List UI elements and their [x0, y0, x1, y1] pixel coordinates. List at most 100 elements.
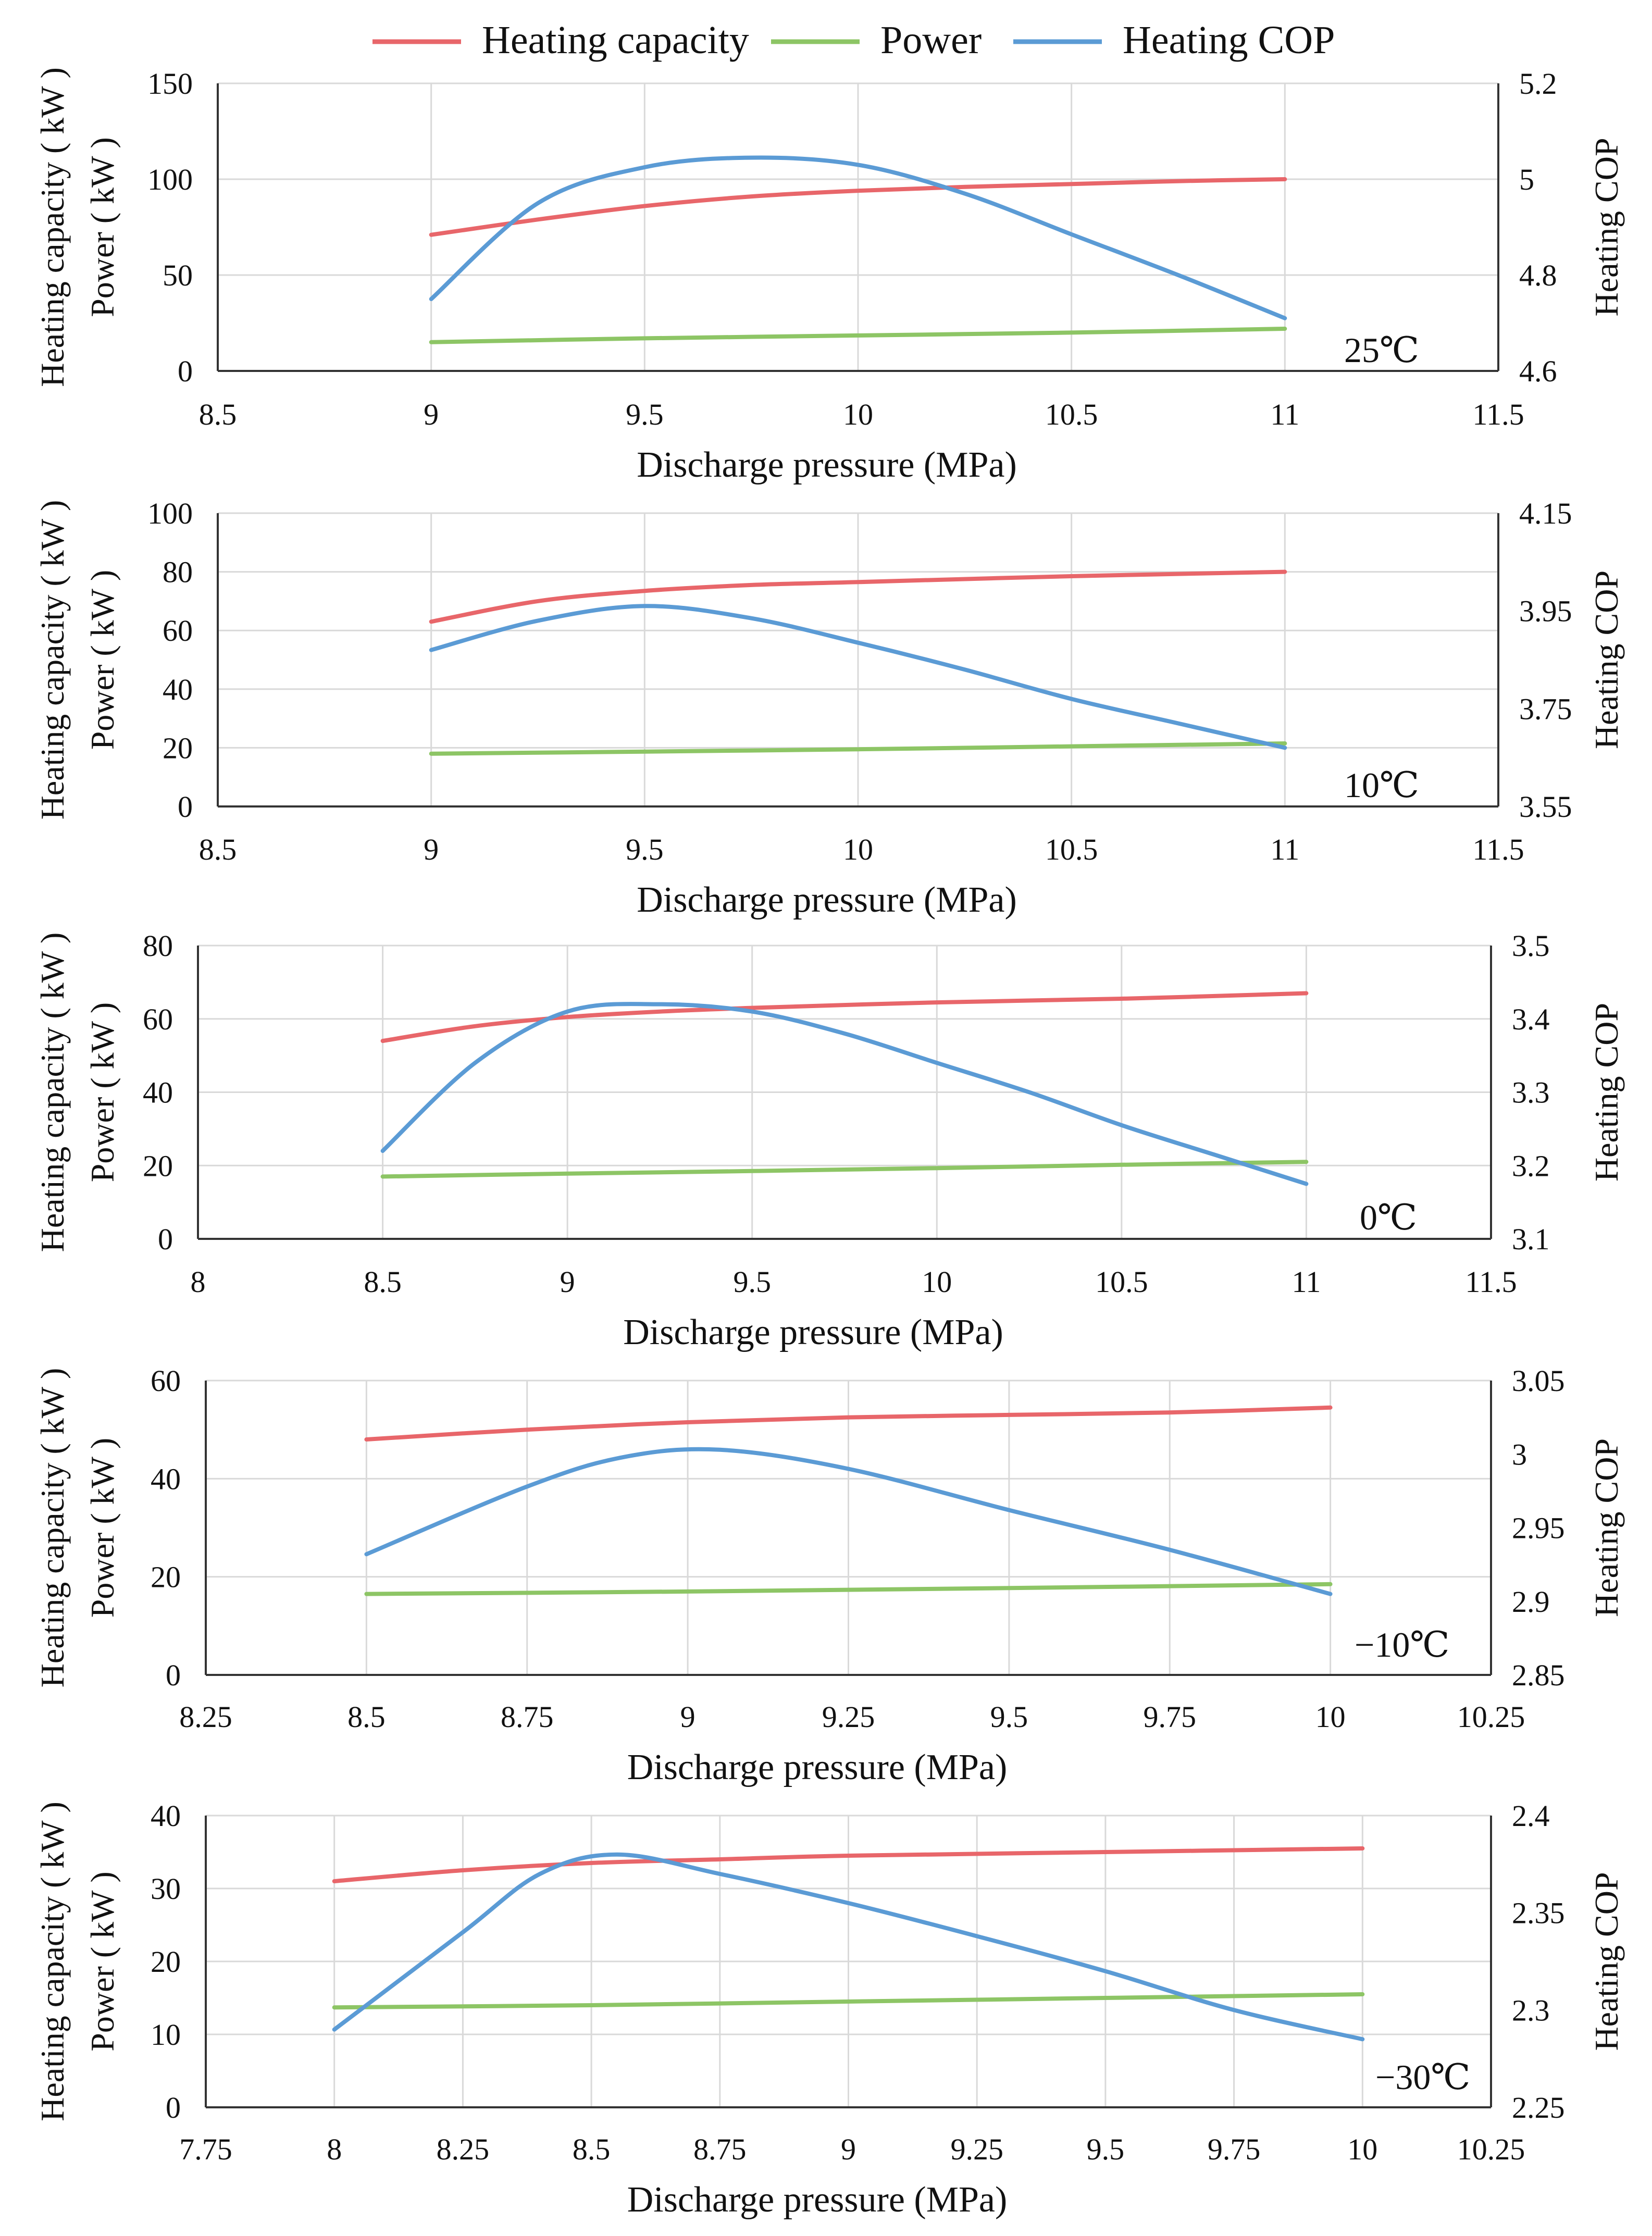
- series-line-power: [429, 741, 1287, 756]
- y-right-title-cop: Heating COP: [1588, 138, 1625, 316]
- x-tick-label: 10.5: [1095, 1265, 1148, 1299]
- legend-label-power: Power: [880, 18, 982, 62]
- y-right-tick-label: 2.25: [1512, 2091, 1565, 2125]
- x-tick-label: 11.5: [1472, 397, 1524, 431]
- x-tick-label: 8: [191, 1265, 206, 1299]
- y-left-title-power: Power ( kW ): [84, 1871, 121, 2051]
- y-left-title-power: Power ( kW ): [84, 1002, 121, 1182]
- series-line-power: [364, 1582, 1333, 1596]
- x-tick-label: 11: [1270, 397, 1299, 431]
- y-right-tick-label: 5.2: [1519, 67, 1557, 101]
- y-left-tick-label: 100: [147, 496, 193, 530]
- x-tick-label: 9.5: [626, 397, 664, 431]
- y-right-tick-label: 3.1: [1512, 1222, 1550, 1256]
- series-line-heating-capacity: [332, 1846, 1365, 1883]
- x-tick-label: 7.75: [179, 2132, 232, 2166]
- y-right-tick-label: 3.75: [1519, 692, 1572, 726]
- panel-temperature-label: 0℃: [1360, 1198, 1417, 1237]
- x-tick-label: 11: [1270, 833, 1299, 866]
- x-tick-label: 8.5: [364, 1265, 402, 1299]
- y-right-title-cop: Heating COP: [1588, 1872, 1625, 2051]
- panel-temperature-label: 25℃: [1344, 330, 1419, 370]
- y-left-title-capacity: Heating capacity ( kW ): [34, 933, 71, 1252]
- y-left-tick-label: 40: [143, 1076, 173, 1110]
- y-left-title-capacity: Heating capacity ( kW ): [34, 500, 71, 820]
- legend: Heating capacity Power Heating COP: [372, 18, 1335, 62]
- x-tick-label: 10: [843, 833, 873, 866]
- y-left-title-capacity: Heating capacity ( kW ): [34, 67, 71, 387]
- y-right-tick-label: 2.35: [1512, 1896, 1565, 1930]
- legend-item-power: Power: [771, 18, 982, 62]
- x-tick-label: 8.5: [199, 833, 237, 866]
- y-right-tick-label: 5: [1519, 163, 1534, 196]
- y-left-tick-label: 40: [151, 1462, 181, 1496]
- panel-temperature-label: −30℃: [1375, 2057, 1470, 2097]
- x-tick-label: 10.25: [1457, 2132, 1525, 2166]
- y-left-title-power: Power ( kW ): [84, 570, 121, 750]
- x-tick-label: 9: [841, 2132, 856, 2166]
- x-axis-title: Discharge pressure (MPa): [637, 880, 1017, 920]
- y-left-tick-label: 40: [163, 673, 193, 706]
- y-right-tick-label: 4.6: [1519, 354, 1557, 388]
- y-left-tick-label: 50: [163, 258, 193, 292]
- y-left-tick-label: 0: [158, 1222, 173, 1256]
- legend-item-heating-cop: Heating COP: [1013, 18, 1335, 62]
- y-left-tick-label: 60: [163, 614, 193, 648]
- panel-temperature-label: −10℃: [1355, 1625, 1449, 1664]
- x-tick-label: 10: [1315, 1700, 1346, 1734]
- panel-temperature-label: 10℃: [1344, 765, 1419, 805]
- x-tick-label: 9.25: [822, 1700, 875, 1734]
- y-right-title-cop: Heating COP: [1588, 570, 1625, 749]
- chart-panel-3: 8 8.5 9 9.5 10 10.5 11 11.5 0 20 40 60 80 3.1 3.2 3.3 3.…: [34, 929, 1625, 1352]
- series-line-heating-capacity: [429, 569, 1287, 624]
- x-tick-label: 11: [1291, 1265, 1321, 1299]
- series-line-heating-cop: [332, 1852, 1365, 2042]
- x-tick-label: 9: [560, 1265, 575, 1299]
- series-line-heating-cop: [364, 1447, 1333, 1596]
- y-left-tick-label: 150: [147, 67, 193, 101]
- y-right-tick-label: 2.85: [1512, 1658, 1565, 1692]
- legend-label-heating-cop: Heating COP: [1123, 18, 1335, 62]
- x-tick-label: 10.5: [1045, 397, 1098, 431]
- legend-label-heating-capacity: Heating capacity: [482, 18, 749, 62]
- series-line-heating-capacity: [364, 1405, 1333, 1442]
- y-right-tick-label: 2.9: [1512, 1585, 1550, 1619]
- x-tick-label: 11.5: [1465, 1265, 1517, 1299]
- x-tick-label: 10: [843, 397, 873, 431]
- x-tick-label: 8.5: [199, 397, 237, 431]
- y-left-tick-label: 100: [147, 163, 193, 196]
- y-right-tick-label: 3.5: [1512, 929, 1550, 963]
- x-axis-title: Discharge pressure (MPa): [637, 445, 1017, 485]
- y-right-tick-label: 3.2: [1512, 1149, 1550, 1183]
- x-tick-label: 9.5: [626, 833, 664, 866]
- chart-panel-5: 7.75 8 8.25 8.5 8.75 9 9.25 9.5 9.75 10 10.25 0 10 20…: [34, 1799, 1625, 2220]
- x-axis-title: Discharge pressure (MPa): [623, 1312, 1003, 1352]
- x-tick-label: 9.5: [990, 1700, 1028, 1734]
- series-line-heating-capacity: [429, 177, 1287, 237]
- y-left-tick-label: 0: [166, 1658, 181, 1692]
- y-right-tick-label: 2.95: [1512, 1511, 1565, 1545]
- x-tick-label: 9.75: [1208, 2132, 1261, 2166]
- x-tick-label: 9.25: [950, 2132, 1003, 2166]
- y-left-tick-label: 60: [151, 1364, 181, 1398]
- x-tick-label: 10: [922, 1265, 952, 1299]
- x-tick-label: 8.75: [693, 2132, 747, 2166]
- x-tick-label: 8: [327, 2132, 342, 2166]
- x-tick-label: 9: [424, 397, 439, 431]
- y-left-title-power: Power ( kW ): [84, 1438, 121, 1618]
- series-line-power: [380, 1160, 1309, 1179]
- y-right-tick-label: 3.55: [1519, 790, 1572, 824]
- x-tick-label: 8.75: [501, 1700, 554, 1734]
- x-axis-title: Discharge pressure (MPa): [627, 2180, 1008, 2220]
- series-line-heating-cop: [429, 604, 1287, 750]
- y-left-tick-label: 80: [143, 929, 173, 963]
- y-right-tick-label: 4.8: [1519, 258, 1557, 292]
- x-tick-label: 9.75: [1144, 1700, 1197, 1734]
- x-tick-label: 10.5: [1045, 833, 1098, 866]
- y-left-tick-label: 30: [151, 1872, 181, 1906]
- y-right-tick-label: 3: [1512, 1437, 1527, 1471]
- y-left-title-power: Power ( kW ): [84, 137, 121, 317]
- y-left-tick-label: 0: [166, 2091, 181, 2125]
- series-line-power: [332, 1992, 1365, 2010]
